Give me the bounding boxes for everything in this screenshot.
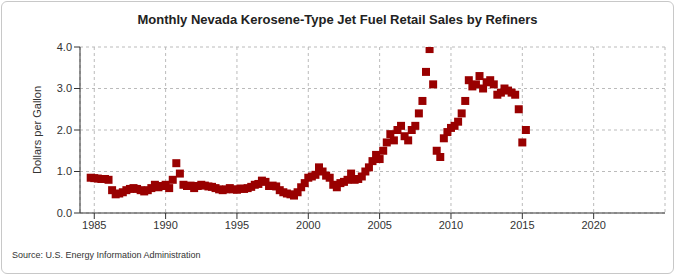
svg-text:1985: 1985 (82, 219, 106, 231)
svg-text:2020: 2020 (581, 219, 605, 231)
svg-text:4.0: 4.0 (57, 41, 72, 53)
svg-text:0.0: 0.0 (57, 207, 72, 219)
svg-text:2010: 2010 (439, 219, 463, 231)
svg-text:2005: 2005 (367, 219, 391, 231)
svg-text:2.0: 2.0 (57, 124, 72, 136)
svg-text:2015: 2015 (510, 219, 534, 231)
html-text:Source: U.S. Energy Informatio: Source: U.S. Energy Information Administ… (12, 250, 201, 260)
svg-text:Dollars per Gallon: Dollars per Gallon (31, 86, 43, 174)
html-text:Monthly Nevada Kerosene-Type J: Monthly Nevada Kerosene-Type Jet Fuel Re… (137, 12, 538, 27)
svg-text:3.0: 3.0 (57, 82, 72, 94)
svg-text:1990: 1990 (153, 219, 177, 231)
svg-text:1995: 1995 (225, 219, 249, 231)
svg-text:1.0: 1.0 (57, 165, 72, 177)
svg-text:2000: 2000 (296, 219, 320, 231)
